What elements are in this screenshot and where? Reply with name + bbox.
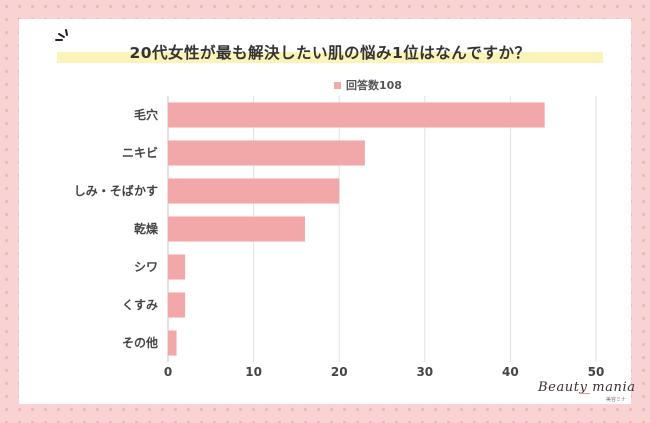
logo-underline [581,393,590,394]
bar [168,292,186,318]
legend-label: 回答数108 [346,79,402,92]
x-tick-label: 30 [416,365,433,379]
x-tick-label: 10 [245,365,262,379]
legend: 回答数108 [334,77,402,93]
bar [168,216,305,242]
category-label: しみ・そばかす [74,183,158,198]
category-label: くすみ [122,298,158,312]
x-tick-label: 40 [502,365,519,379]
x-tick-label: 20 [331,365,348,379]
category-label: 毛穴 [134,107,158,122]
sparkle-icon [55,29,68,41]
chart-title: 20代女性が最も解決したい肌の悩み1位はなんですか？ [129,44,531,62]
logo-subtext: 美容ミナ [606,397,627,403]
chart-panel [19,19,631,404]
category-label: シワ [134,260,158,274]
title-highlight [57,52,603,63]
bar [168,330,177,356]
x-tick-label: 0 [164,365,172,379]
bar [168,254,186,280]
category-label: ニキビ [122,145,158,160]
logo-text: Beauty mania [538,380,636,395]
legend-swatch [334,81,341,89]
x-tick-label: 50 [588,365,605,379]
bar [168,140,365,166]
category-label: その他 [122,335,158,350]
bar [168,102,545,128]
bar [168,178,340,204]
category-label: 乾燥 [134,221,159,236]
brand-logo: Beauty mania 美容ミナ [534,380,636,404]
